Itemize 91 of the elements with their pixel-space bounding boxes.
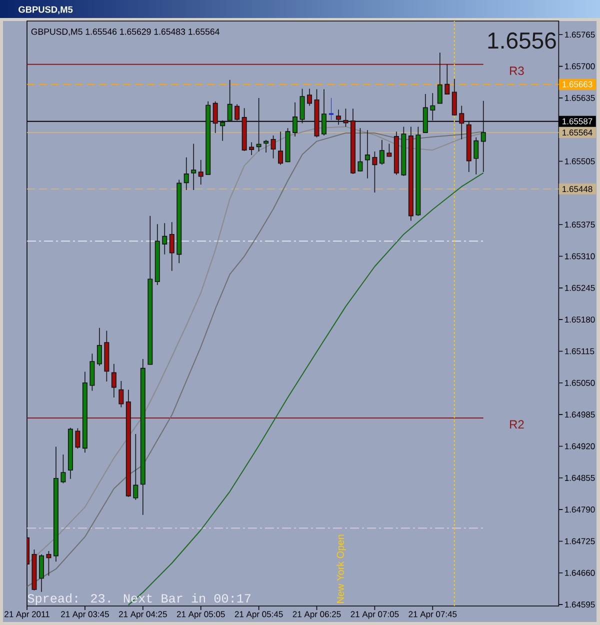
candlestick xyxy=(198,159,204,186)
candlestick xyxy=(118,380,124,408)
candlestick xyxy=(264,139,269,153)
candlestick xyxy=(386,143,392,158)
text: GBPUSD,M5 1.65546 1.65629 1.65483 1.65564 xyxy=(31,28,220,36)
annotation: 1.6556 xyxy=(488,32,556,49)
candlestick xyxy=(408,126,414,222)
candlestick xyxy=(206,100,211,175)
candlestick xyxy=(111,364,116,398)
candlestick xyxy=(32,549,37,591)
x-tick-label: 21 Apr 07:05 xyxy=(350,611,399,619)
x-tick-label: 21 Apr 05:45 xyxy=(234,611,283,619)
candlestick xyxy=(328,98,334,120)
candlestick xyxy=(234,104,240,121)
candlestick xyxy=(53,446,58,562)
y-tick-label: 1.64790 xyxy=(565,506,595,513)
x-tick-label: 21 Apr 07:45 xyxy=(408,611,457,619)
y-tick-label: 1.64595 xyxy=(565,602,595,608)
y-tick-label: 1.65245 xyxy=(565,284,595,291)
ref-line-label: R3 xyxy=(510,66,524,76)
candlestick xyxy=(480,100,486,172)
y-tick-label: 1.65700 xyxy=(565,63,595,70)
y-tick-label: 1.65115 xyxy=(565,348,594,354)
ref-line-label: New York Open xyxy=(336,534,346,603)
candlestick xyxy=(336,109,341,126)
y-tick-label: 1.65180 xyxy=(565,316,595,323)
ref-line-label: R2 xyxy=(510,420,524,429)
candlestick xyxy=(227,80,232,121)
x-tick-label: 21 Apr 05:05 xyxy=(176,611,225,619)
candlestick xyxy=(68,427,73,480)
candlestick xyxy=(242,108,247,152)
ref-line-label: 1.65663 xyxy=(562,81,592,88)
candlestick xyxy=(416,126,421,216)
candlestick xyxy=(220,120,226,142)
x-tick-label: 21 Apr 06:25 xyxy=(292,611,341,619)
candlestick xyxy=(140,358,146,516)
candlestick xyxy=(422,94,428,134)
candlestick xyxy=(437,52,442,104)
candlestick xyxy=(466,121,472,172)
ref-line-label: 1.65587 xyxy=(562,118,592,124)
candlestick xyxy=(307,88,312,106)
candlestick xyxy=(401,126,406,176)
y-tick-label: 1.64985 xyxy=(565,412,595,418)
candlestick xyxy=(184,156,189,190)
candlestick xyxy=(314,88,320,138)
candlestick xyxy=(212,100,218,134)
candlestick xyxy=(162,222,168,255)
candlestick xyxy=(60,454,66,484)
candlestick xyxy=(154,224,160,286)
candlestick xyxy=(474,137,479,175)
ref-line-label: 1.65564 xyxy=(562,130,592,136)
y-tick-label: 1.64660 xyxy=(565,570,595,576)
y-tick-label: 1.65505 xyxy=(565,158,595,164)
candlestick xyxy=(176,179,182,264)
candlestick xyxy=(278,131,284,166)
candlestick xyxy=(126,389,131,498)
ref-line-label: 1.65448 xyxy=(562,186,592,192)
y-tick-label: 1.65310 xyxy=(565,253,595,260)
y-tick-label: 1.65635 xyxy=(565,94,595,101)
candlestick xyxy=(82,371,88,453)
candlestick xyxy=(394,131,399,176)
candlestick xyxy=(148,215,153,366)
candlestick xyxy=(169,222,174,272)
candlestick xyxy=(379,139,384,166)
candlestick xyxy=(350,108,356,174)
candlestick xyxy=(444,64,450,95)
candlestick xyxy=(38,554,44,592)
y-tick-label: 1.65050 xyxy=(565,380,595,386)
y-tick-label: 1.65375 xyxy=(565,222,595,228)
x-tick-label: 21 Apr 2011 xyxy=(4,611,50,619)
candlestick xyxy=(322,88,326,136)
chart-title: GBPUSD,M5 xyxy=(18,6,73,14)
candlestick xyxy=(249,142,254,156)
candlestick xyxy=(292,102,298,137)
y-tick-label: 1.64855 xyxy=(565,474,595,481)
candlestick xyxy=(90,353,95,392)
candlestick xyxy=(459,105,464,140)
candlestick xyxy=(104,330,110,382)
candlestick xyxy=(270,135,276,159)
candlestick xyxy=(300,88,305,124)
y-tick-label: 1.64920 xyxy=(565,443,595,450)
y-tick-label: 1.65765 xyxy=(565,32,595,38)
candlestick xyxy=(452,78,457,116)
x-tick-label: 21 Apr 04:25 xyxy=(118,611,167,619)
y-tick-label: 1.64725 xyxy=(565,538,595,544)
candlestick xyxy=(191,143,196,190)
candlestick xyxy=(364,130,370,179)
x-tick-label: 21 Apr 03:45 xyxy=(61,611,109,619)
candlestick xyxy=(96,327,102,366)
candlestick xyxy=(75,428,80,450)
candlestick xyxy=(285,128,290,163)
